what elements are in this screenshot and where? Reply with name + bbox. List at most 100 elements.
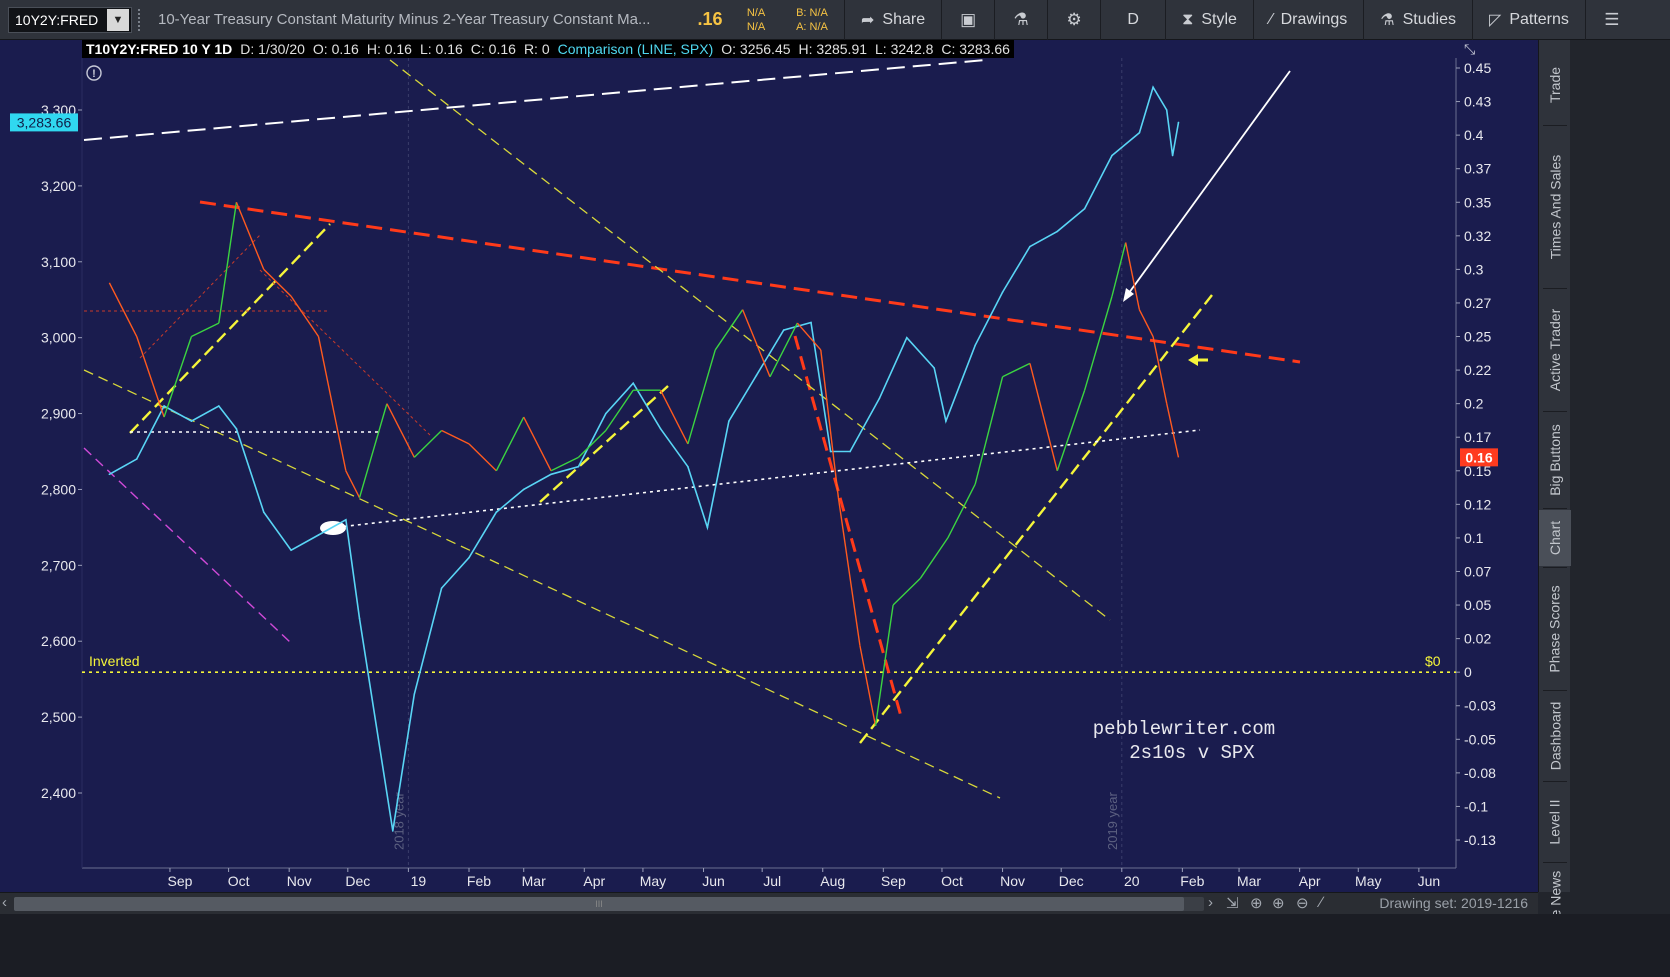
spx-point [849,450,851,453]
spread-segment [687,349,716,445]
toolbar-grip-icon[interactable] [138,8,146,31]
right-tick-label: 0.22 [1464,362,1491,378]
spx-point [1056,230,1059,233]
left-tick-label: 2,400 [41,785,76,801]
studies-button[interactable]: ⚗ Studies [1368,0,1468,40]
spread-segment [523,416,552,472]
year-marker-label: 2018 year [391,792,406,850]
spx-point [1083,207,1086,210]
right-tick-label: 0.35 [1464,194,1491,210]
right-tick-label: 0.2 [1464,396,1484,412]
side-tab-phase-scores[interactable]: Phase Scores [1539,569,1571,689]
x-tick-label: Sep [167,873,192,889]
symbol-description: 10-Year Treasury Constant Maturity Minus… [158,11,651,28]
spx-series [108,85,1180,832]
spread-segment [235,201,265,270]
toolbar-divider [1363,0,1365,40]
spread-segment [796,322,822,351]
white-dotted-uptrend [329,429,1201,529]
right-tick-label: 0.4 [1464,127,1484,143]
spx-point [605,412,607,415]
share-button[interactable]: ➦ Share [849,0,937,40]
patterns-button[interactable]: ◸ Patterns [1477,0,1581,40]
side-tab-active-trader[interactable]: Active Trader [1539,290,1571,410]
style-label: Style [1201,10,1237,28]
spread-segment [358,403,388,498]
spread-segment [820,349,840,498]
info-cmp-close: C: 3283.66 [941,41,1010,57]
spx-point [1165,109,1168,111]
white-arrow-line [1125,70,1291,298]
zero-label: $0 [1425,653,1441,669]
crosshair-icon[interactable]: ⊕ [1250,895,1263,912]
zoom-in-icon[interactable]: ⊕ [1272,895,1285,912]
side-tab-trade[interactable]: Trade [1539,46,1571,124]
side-tab-label: Dashboard [1547,701,1563,771]
right-tick-label: 0.05 [1464,597,1491,613]
draw-line-icon[interactable]: ∕ [1320,894,1323,911]
info-comparison[interactable]: Comparison (LINE, SPX) [557,41,714,57]
gear-icon[interactable]: ⚙ [1066,9,1082,29]
toolbar-divider [1100,0,1102,40]
chart-layout-icon[interactable]: ▣ [960,9,977,29]
spread-segment [1138,309,1154,337]
horizontal-scrollbar[interactable]: III [14,897,1204,911]
chart-area[interactable]: 2018 year 2019 year! Inverted $0 pebblewrit… [0,40,1538,892]
scroll-left-icon[interactable]: ‹ [2,894,7,911]
white-dashed-trendline [83,59,986,141]
white-marker-ellipse [320,521,346,535]
symbol-input[interactable]: 10Y2Y:FRED [15,11,99,28]
spread-segment [605,389,634,431]
spx-point [190,420,193,422]
spx-point [974,344,976,347]
spread-segment [577,430,607,458]
plot-background [82,58,1456,868]
menu-icon[interactable]: ☰ [1604,9,1620,29]
left-tick-label: 2,800 [41,481,76,497]
red-resistance-trendline [199,200,1301,364]
side-tab-chart[interactable]: Chart [1539,510,1571,566]
x-tick-label: Mar [1237,873,1261,889]
spread-segment [413,430,443,458]
x-tick-label: Feb [467,873,491,889]
side-tab-dashboard[interactable]: Dashboard [1539,692,1571,780]
spx-point [1029,245,1031,248]
period-button[interactable]: D [1105,0,1161,40]
side-tab-big-buttons[interactable]: Big Buttons [1539,413,1571,507]
change-column: N/A N/A [728,6,784,34]
right-tick-label: 0.07 [1464,563,1491,579]
spread-segment [859,645,877,727]
spx-point [218,405,220,407]
x-tick-label: Sep [881,873,906,889]
side-tab-divider [1543,862,1567,863]
spx-point [345,519,347,521]
expand-icon[interactable]: ⇲ [1226,895,1239,912]
drawings-button[interactable]: ∕ Drawings [1258,0,1359,40]
side-tab-times-and-sales[interactable]: Times And Sales [1539,127,1571,287]
style-button[interactable]: ⧗ Style [1170,0,1249,40]
scroll-right-icon[interactable]: › [1208,894,1213,911]
flask-icon[interactable]: ⚗ [1013,9,1029,29]
chevron-down-icon[interactable]: ▼ [107,8,129,31]
zoom-out-icon[interactable]: ⊖ [1296,895,1309,912]
spread-segment [386,403,415,458]
chart-bottom-bar: ‹ III › ⇲ ⊕ ⊕ ⊖ ∕ Drawing set: 2019-1216 [0,892,1538,914]
symbol-selector[interactable]: 10Y2Y:FRED ▼ [8,6,132,33]
left-tick-label: 3,200 [41,178,76,194]
chart-canvas[interactable]: 2018 year 2019 year! Inverted $0 pebblewrit… [0,40,1538,892]
spx-price-badge [10,113,78,132]
info-open: O: 0.16 [312,41,359,57]
watermark-line-1: pebblewriter.com [1093,718,1275,740]
scroll-thumb[interactable]: III [14,897,1184,911]
side-tab-label: Level II [1547,799,1564,845]
beaker-icon: ⚗ [1380,11,1395,29]
spread-segment [1166,403,1180,458]
drawing-set-label[interactable]: Drawing set: 2019-1216 [1379,895,1528,911]
ask-value: A: N/A [796,20,828,33]
spread-segment [1056,390,1086,472]
spread-segment [1002,362,1031,378]
side-tab-level-ii[interactable]: Level II [1539,783,1571,861]
share-icon: ➦ [861,11,875,29]
spread-segment [1111,242,1127,297]
